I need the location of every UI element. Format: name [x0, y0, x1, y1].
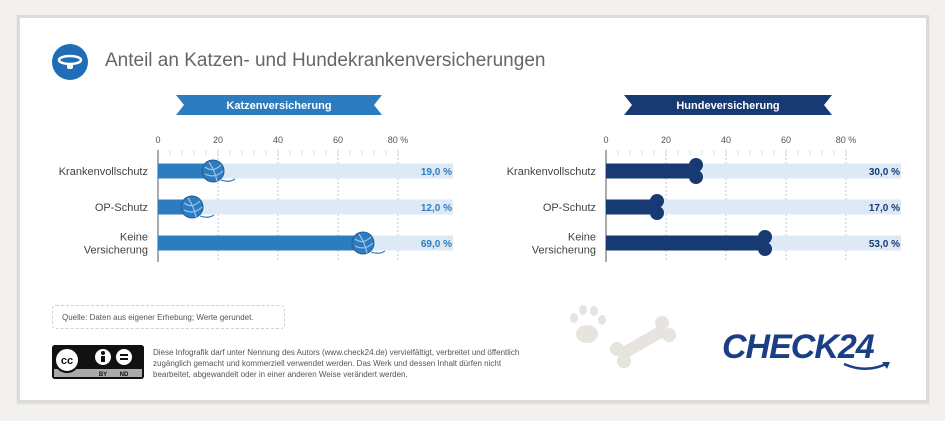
check24-logo: CHECK24 — [722, 328, 875, 366]
category-label: OP-Schutz — [543, 202, 596, 214]
category-label: Versicherung — [532, 245, 596, 257]
bar — [158, 163, 215, 179]
tick-label: 0 — [603, 135, 608, 145]
tick-label: 80 % — [836, 135, 857, 145]
tick-label: 20 — [213, 135, 223, 145]
yarn-ball-icon — [201, 159, 236, 183]
yarn-ball-icon — [180, 195, 215, 219]
category-label: Versicherung — [84, 245, 148, 257]
tick-label: 60 — [333, 135, 343, 145]
bar-track — [606, 199, 901, 215]
chart-title: Katzenversicherung — [226, 100, 331, 112]
category-label: Krankenvollschutz — [507, 166, 596, 178]
banner-ribbon — [176, 95, 382, 115]
chart-title: Hundeversicherung — [676, 100, 779, 112]
category-label: Keine — [568, 232, 596, 244]
value-label: 53,0 % — [869, 239, 900, 250]
cc-label: cc — [61, 355, 73, 367]
value-label: 30,0 % — [869, 167, 900, 178]
category-label: Krankenvollschutz — [59, 166, 148, 178]
value-label: 69,0 % — [421, 239, 452, 250]
yarn-ball-icon — [351, 231, 386, 255]
bar-track — [158, 163, 453, 179]
bar — [606, 163, 696, 179]
banner-ribbon — [624, 95, 832, 115]
bar-track — [158, 199, 453, 215]
tick-label: 60 — [781, 135, 791, 145]
bone-icon — [689, 158, 703, 184]
value-label: 12,0 % — [421, 203, 452, 214]
value-label: 17,0 % — [869, 203, 900, 214]
tick-label: 40 — [273, 135, 283, 145]
bar — [158, 235, 365, 251]
category-label: Keine — [120, 232, 148, 244]
bone-icon — [758, 230, 772, 256]
tick-label: 80 % — [388, 135, 409, 145]
chart-panel-dogs: Hundeversicherung 0 20 40 60 80 % Krankenvolls… — [507, 95, 901, 262]
paw-and-bone-decoration-icon — [570, 305, 677, 369]
category-label: OP-Schutz — [95, 202, 148, 214]
logo-swoosh-icon — [843, 361, 890, 370]
value-label: 19,0 % — [421, 167, 452, 178]
tick-label: 0 — [155, 135, 160, 145]
license-text: Diese Infografik darf unter Nennung des … — [153, 348, 520, 379]
by-label: BY — [99, 372, 107, 378]
bar — [606, 235, 765, 251]
bar — [606, 199, 657, 215]
tick-label: 40 — [721, 135, 731, 145]
chart-panel-cats: Katzenversicherung 0 20 40 60 80 % Krankenvoll… — [59, 95, 453, 262]
bone-icon — [650, 194, 664, 220]
tick-label: 20 — [661, 135, 671, 145]
nd-label: ND — [120, 372, 129, 378]
page-title: Anteil an Katzen- und Hundekrankenversic… — [105, 50, 546, 71]
pet-collar-icon — [52, 44, 88, 80]
source-note: Quelle: Daten aus eigener Erhebung; Wert… — [52, 305, 285, 329]
cc-license-badge: cc BY ND — [52, 345, 144, 379]
